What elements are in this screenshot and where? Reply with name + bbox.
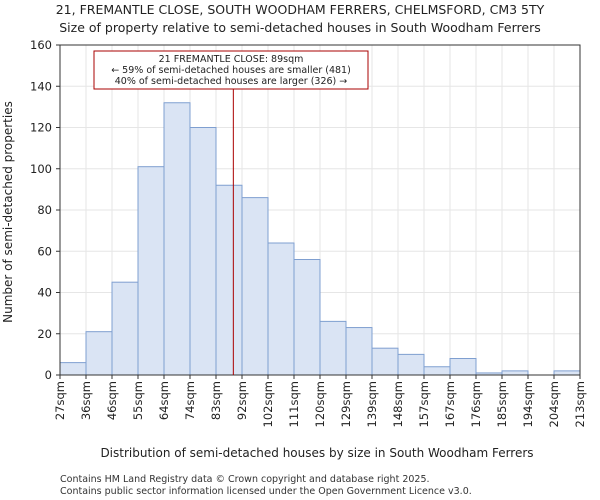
y-tick-label-120: 120 bbox=[30, 121, 52, 135]
x-axis-ticks: 27sqm 36sqm 46sqm 55sqm 64sqm 74sqm 83sqm 92sqm… bbox=[53, 375, 587, 427]
bar-74sqm bbox=[189, 127, 217, 376]
x-tick-label-129sqm: 129sqm bbox=[339, 381, 353, 427]
annotation-line-2: ← 59% of semi-detached houses are smalle… bbox=[111, 65, 351, 76]
bar-27sqm bbox=[59, 362, 87, 376]
y-axis-label: Number of semi-detached properties bbox=[1, 101, 15, 323]
bar-64sqm bbox=[163, 102, 191, 376]
bar-102sqm bbox=[267, 242, 295, 376]
bar-129sqm bbox=[345, 327, 373, 376]
y-tick-label-60: 60 bbox=[37, 244, 52, 258]
y-tick-label-160: 160 bbox=[30, 38, 52, 52]
bar-120sqm bbox=[319, 320, 347, 376]
x-tick-label-36sqm: 36sqm bbox=[79, 381, 93, 420]
x-tick-label-27sqm: 27sqm bbox=[53, 381, 67, 420]
y-tick-label-20: 20 bbox=[37, 327, 52, 341]
annotation-line-3: 40% of semi-detached houses are larger (… bbox=[115, 76, 348, 87]
x-tick-label-204sqm: 204sqm bbox=[547, 381, 561, 427]
bar-139sqm bbox=[371, 347, 399, 376]
bar-36sqm bbox=[85, 331, 113, 376]
y-tick-label-80: 80 bbox=[37, 203, 52, 217]
x-tick-label-102sqm: 102sqm bbox=[261, 381, 275, 427]
annotation-box: 21 FREMANTLE CLOSE: 89sqm ← 59% of semi-… bbox=[93, 50, 369, 90]
bar-204sqm bbox=[553, 370, 581, 376]
x-tick-label-176sqm: 176sqm bbox=[469, 381, 483, 427]
x-tick-label-213sqm: 213sqm bbox=[573, 381, 587, 427]
footer-licence: Contains public sector information licen… bbox=[60, 486, 472, 497]
x-tick-label-74sqm: 74sqm bbox=[183, 381, 197, 420]
plot-area-frame bbox=[59, 44, 581, 376]
bar-83sqm bbox=[215, 184, 243, 376]
chart-subtitle: Size of property relative to semi-detach… bbox=[59, 20, 541, 35]
bar-157sqm bbox=[423, 366, 451, 376]
y-tick-label-0: 0 bbox=[45, 368, 52, 382]
x-tick-label-167sqm: 167sqm bbox=[443, 381, 457, 427]
x-tick-label-83sqm: 83sqm bbox=[209, 381, 223, 420]
bar-55sqm bbox=[137, 166, 165, 376]
chart-title: 21, FREMANTLE CLOSE, SOUTH WOODHAM FERRE… bbox=[56, 2, 545, 17]
y-tick-label-140: 140 bbox=[30, 79, 52, 93]
bar-185sqm bbox=[501, 370, 529, 376]
y-tick-label-100: 100 bbox=[30, 162, 52, 176]
bar-111sqm bbox=[293, 259, 321, 376]
y-axis-ticks: 0 20 40 60 80 100 120 140 160 bbox=[30, 38, 60, 382]
x-tick-label-46sqm: 46sqm bbox=[105, 381, 119, 420]
x-tick-label-185sqm: 185sqm bbox=[495, 381, 509, 427]
bars bbox=[59, 102, 581, 376]
x-axis-label: Distribution of semi-detached houses by … bbox=[100, 446, 533, 460]
bar-46sqm bbox=[111, 281, 139, 376]
x-tick-label-111sqm: 111sqm bbox=[287, 381, 301, 427]
annotation-border bbox=[93, 50, 369, 90]
x-tick-label-148sqm: 148sqm bbox=[391, 381, 405, 427]
annotation-line-1: 21 FREMANTLE CLOSE: 89sqm bbox=[159, 54, 304, 65]
x-tick-label-139sqm: 139sqm bbox=[365, 381, 379, 427]
y-tick-label-40: 40 bbox=[37, 286, 52, 300]
bar-92sqm bbox=[241, 197, 269, 376]
footer-copyright: Contains HM Land Registry data © Crown c… bbox=[60, 474, 430, 485]
x-tick-label-194sqm: 194sqm bbox=[521, 381, 535, 427]
bar-148sqm bbox=[397, 353, 425, 376]
x-tick-label-92sqm: 92sqm bbox=[235, 381, 249, 420]
x-tick-label-157sqm: 157sqm bbox=[417, 381, 431, 427]
x-tick-label-55sqm: 55sqm bbox=[131, 381, 145, 420]
x-tick-label-120sqm: 120sqm bbox=[313, 381, 327, 427]
x-tick-label-64sqm: 64sqm bbox=[157, 381, 171, 420]
bar-167sqm bbox=[449, 358, 477, 376]
